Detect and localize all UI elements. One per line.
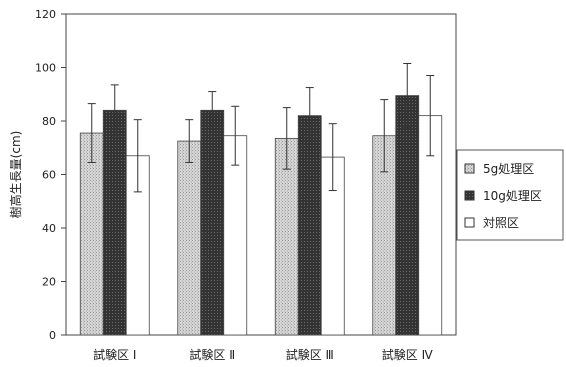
error-bar bbox=[110, 84, 119, 137]
bar bbox=[297, 115, 322, 336]
error-bar bbox=[185, 119, 194, 163]
x-tick-label: 試験区 Ⅱ bbox=[189, 347, 235, 362]
bar bbox=[395, 95, 420, 336]
y-tick-label: 20 bbox=[42, 276, 56, 289]
x-axis: 試験区 Ⅰ 試験区 Ⅱ 試験区 Ⅲ 試験区 Ⅳ bbox=[93, 347, 433, 362]
y-axis-label: 樹高生長量(cm) bbox=[8, 131, 23, 219]
error-bar bbox=[380, 99, 389, 173]
y-tick-label: 0 bbox=[49, 329, 56, 342]
error-bar bbox=[208, 91, 217, 130]
bar bbox=[200, 109, 225, 336]
y-tick-label: 80 bbox=[42, 115, 56, 128]
legend-swatch bbox=[464, 217, 475, 228]
bar bbox=[177, 140, 202, 336]
legend-label: 対照区 bbox=[483, 216, 519, 230]
legend-label: 10g処理区 bbox=[483, 189, 542, 203]
legend-label: 5g処理区 bbox=[483, 162, 534, 176]
legend-swatch bbox=[464, 163, 475, 174]
y-tick-label: 40 bbox=[42, 222, 56, 235]
y-axis: 0 20 40 60 80 100 120 bbox=[35, 8, 66, 342]
error-bar bbox=[305, 87, 314, 145]
y-tick-label: 100 bbox=[35, 62, 56, 75]
legend-box bbox=[456, 149, 564, 241]
error-bar bbox=[403, 62, 412, 129]
x-tick-label: 試験区 Ⅳ bbox=[382, 347, 433, 362]
bar bbox=[102, 109, 127, 336]
x-tick-label: 試験区 Ⅰ bbox=[93, 347, 136, 362]
bar bbox=[79, 132, 104, 336]
plot-area bbox=[65, 13, 457, 336]
error-bar bbox=[231, 105, 240, 166]
legend-swatch bbox=[464, 190, 475, 201]
y-tick-label: 60 bbox=[42, 169, 56, 182]
x-tick-label: 試験区 Ⅲ bbox=[286, 347, 334, 362]
error-bar bbox=[282, 107, 291, 170]
error-bar bbox=[426, 75, 435, 157]
error-bar bbox=[133, 119, 142, 193]
y-tick-label: 120 bbox=[35, 8, 56, 21]
error-bar bbox=[328, 123, 337, 192]
error-bar bbox=[87, 103, 96, 163]
